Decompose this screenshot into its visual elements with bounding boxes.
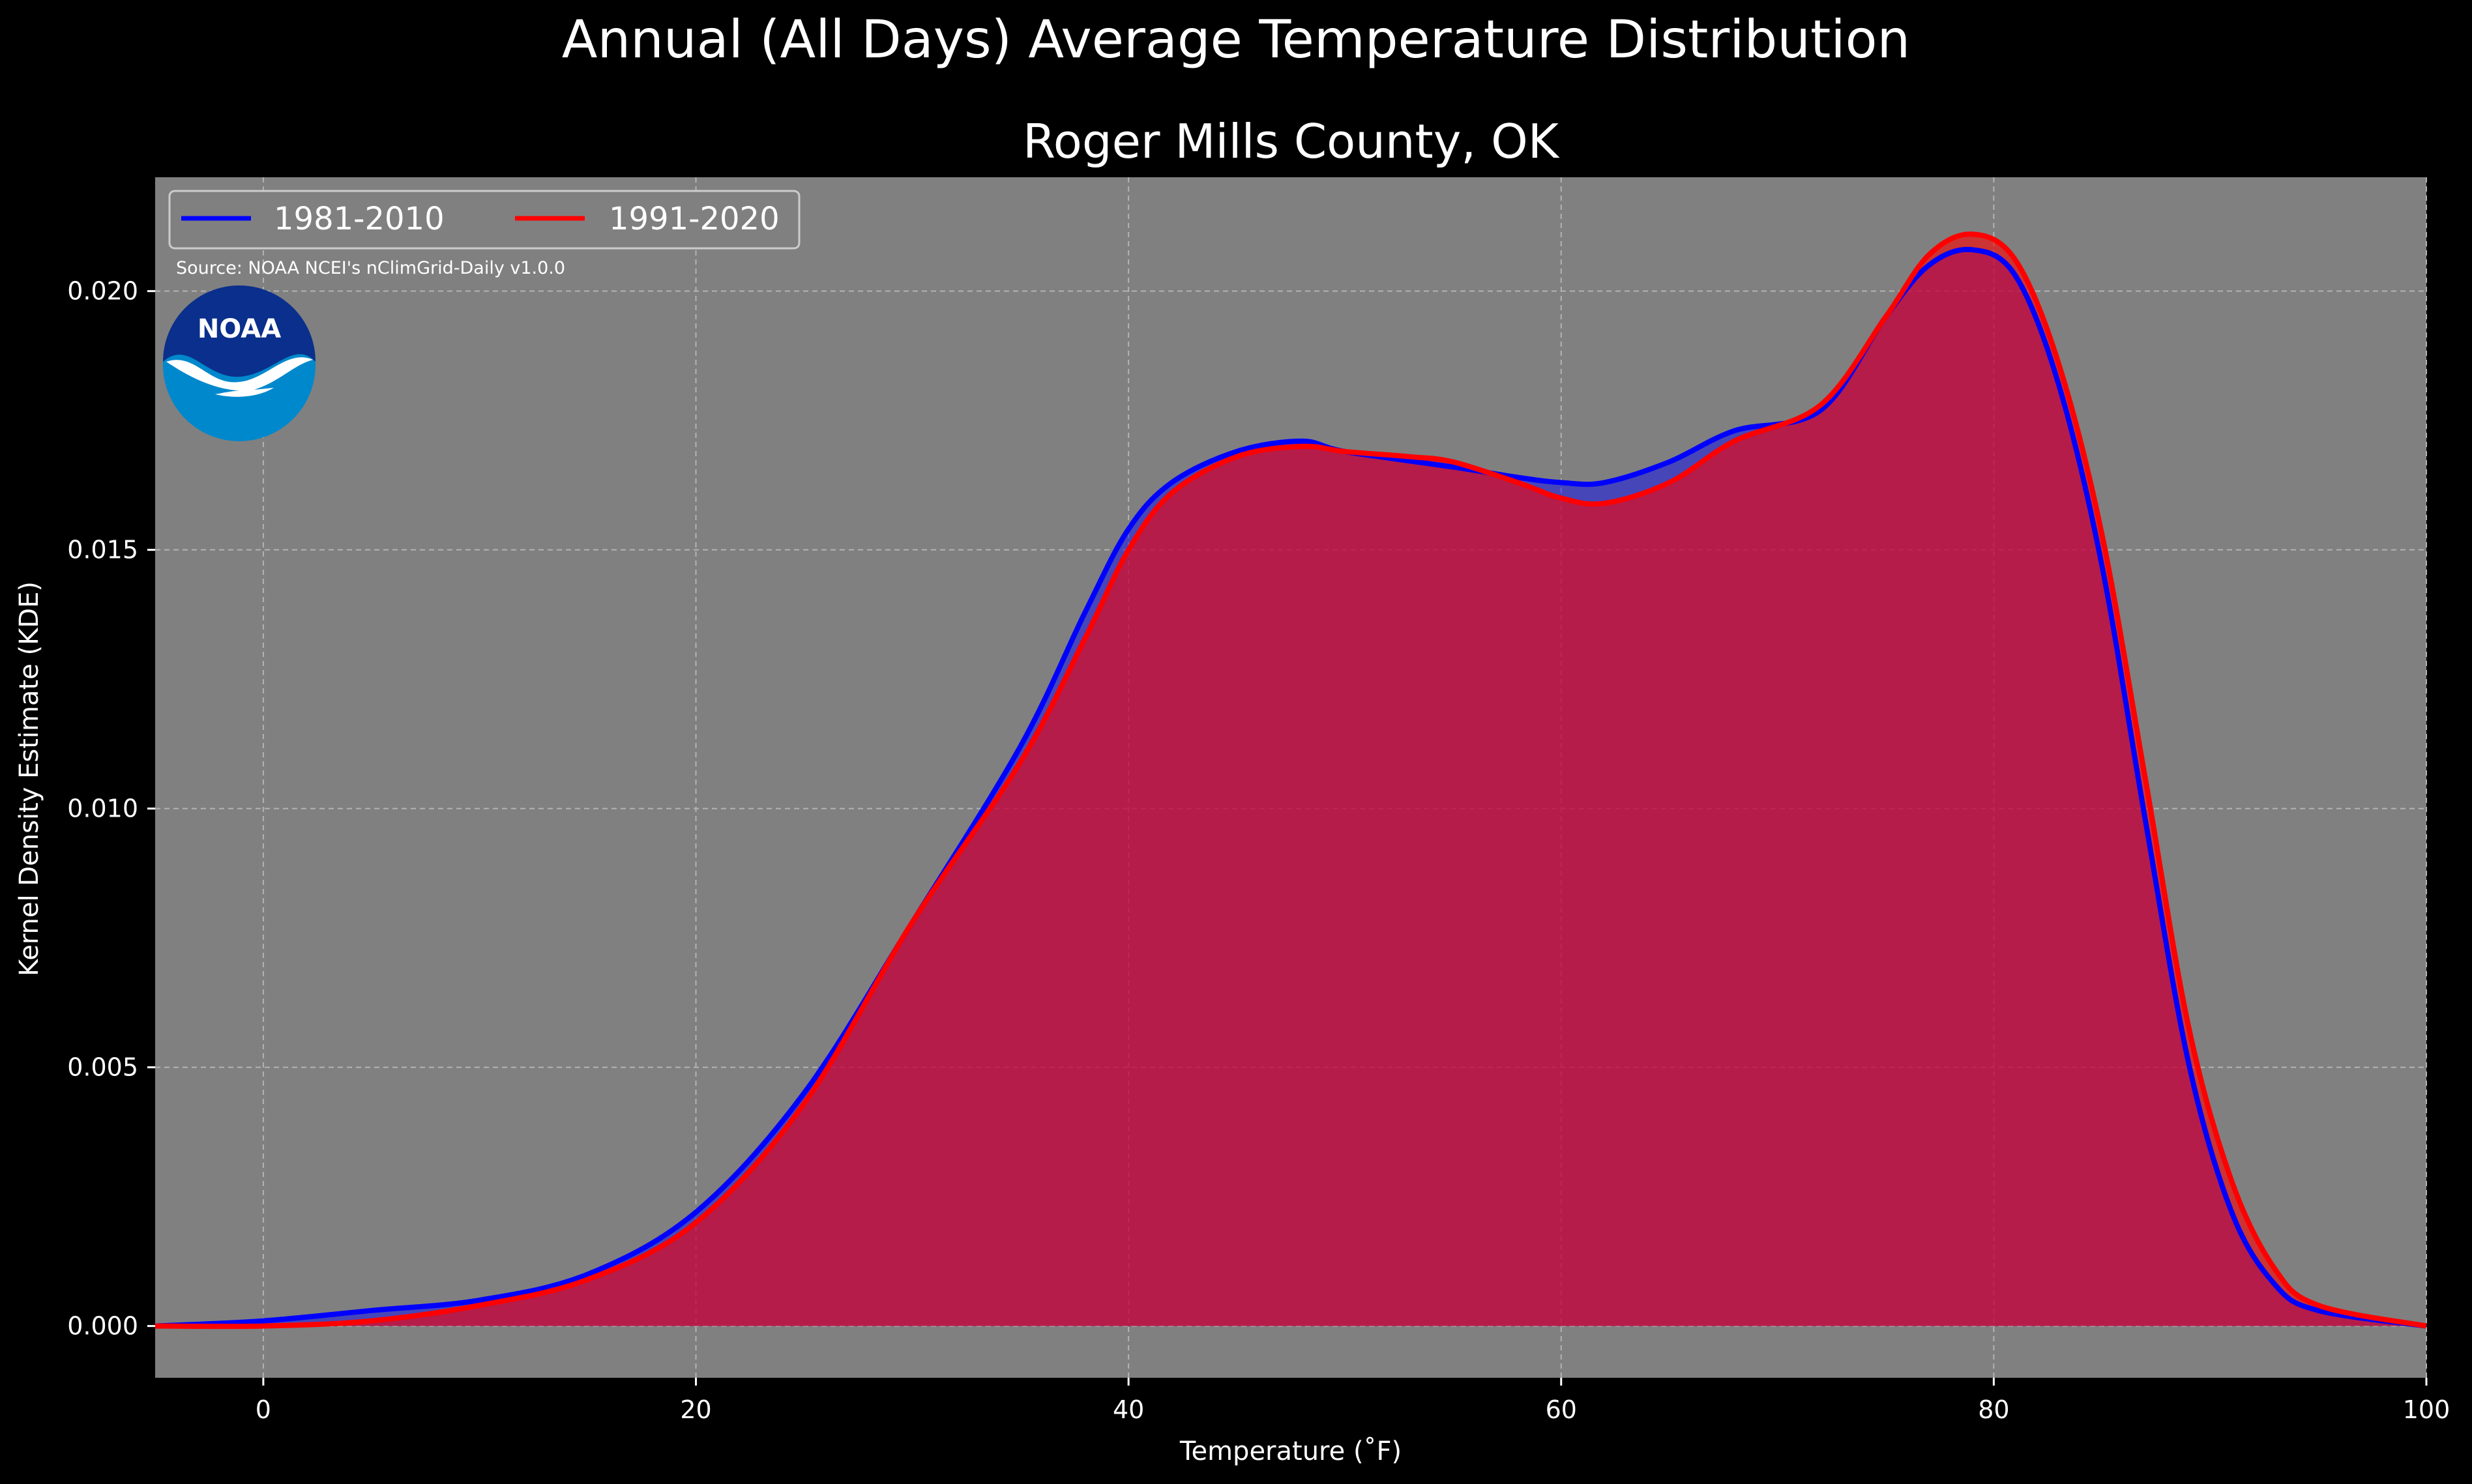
- chart-title: Roger Mills County, OK: [1023, 114, 1560, 169]
- y-tick-label: 0.010: [67, 794, 138, 823]
- x-axis-ticks: 0 20 40 60 80 100: [256, 1378, 2450, 1424]
- logo-text: NOAA: [198, 314, 281, 344]
- source-note: Source: NOAA NCEI's nClimGrid-Daily v1.0…: [176, 258, 565, 278]
- x-tick-label: 20: [680, 1395, 711, 1424]
- y-axis-label: Kernel Density Estimate (KDE): [14, 581, 44, 976]
- x-tick-label: 80: [1978, 1395, 2009, 1424]
- noaa-logo: NOAA: [163, 285, 316, 441]
- series-fills: [155, 234, 2426, 1327]
- plot-area: 0 20 40 60 80 100 0.000 0.005 0.010 0.015 0.020: [67, 177, 2450, 1424]
- x-tick-label: 0: [256, 1395, 271, 1424]
- legend-label-1981-2010: 1981-2010: [274, 201, 445, 237]
- legend-frame: [168, 190, 801, 250]
- series-lines: [154, 231, 2427, 1330]
- y-axis-ticks: 0.000 0.005 0.010 0.015 0.020: [67, 277, 155, 1341]
- x-tick-label: 100: [2403, 1395, 2450, 1424]
- y-tick-label: 0.000: [67, 1312, 138, 1341]
- x-tick-label: 40: [1113, 1395, 1144, 1424]
- legend: 1981-2010 1991-2020: [168, 190, 801, 250]
- x-axis-label: Temperature (˚F): [1179, 1436, 1402, 1466]
- y-tick-label: 0.020: [67, 277, 138, 306]
- y-tick-label: 0.005: [67, 1053, 138, 1082]
- series-line-1991-2020: [154, 231, 2427, 1330]
- logo-bird: [166, 357, 313, 397]
- series-area-1991-2020: [155, 234, 2426, 1327]
- x-tick-label: 60: [1546, 1395, 1577, 1424]
- chart-suptitle: Annual (All Days) Average Temperature Di…: [562, 9, 1910, 70]
- legend-label-1991-2020: 1991-2020: [609, 201, 780, 237]
- y-tick-label: 0.015: [67, 536, 138, 564]
- series-line-1981-2010: [154, 246, 2427, 1329]
- logo-upper-half: [163, 285, 316, 377]
